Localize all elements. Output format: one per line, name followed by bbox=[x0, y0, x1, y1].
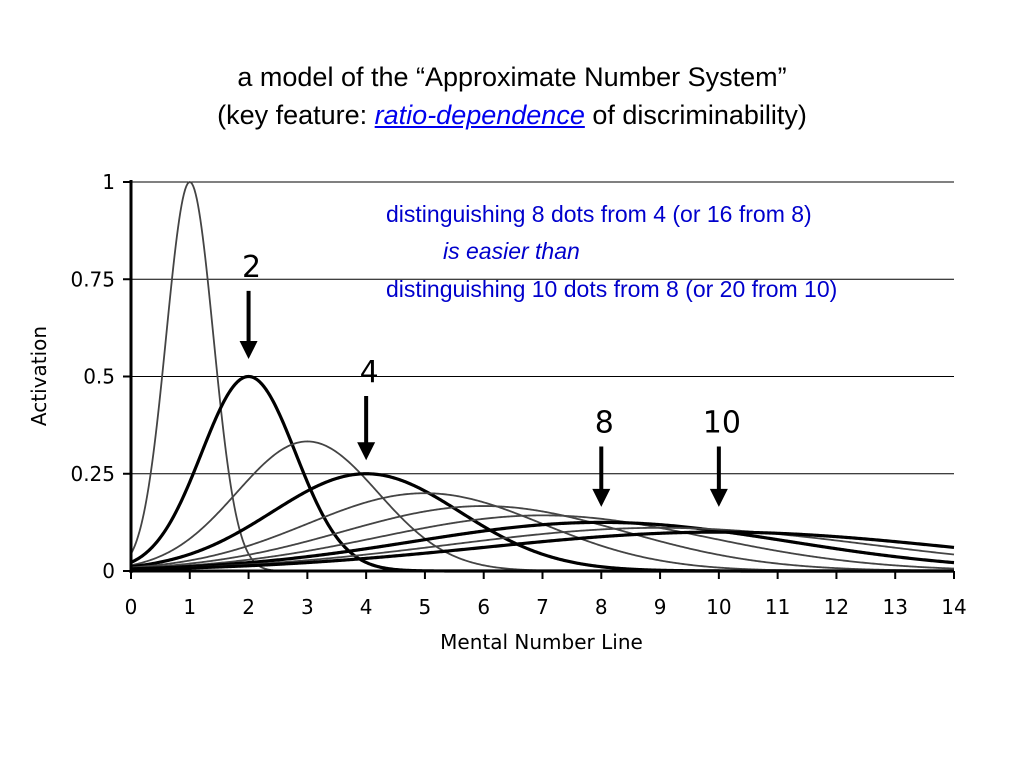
annotation-line-1: distinguishing 8 dots from 4 (or 16 from… bbox=[386, 201, 812, 227]
y-tick-label: 0.25 bbox=[70, 462, 115, 486]
x-tick-label: 0 bbox=[125, 595, 138, 619]
arrow-head bbox=[357, 442, 376, 461]
arrow-label: 10 bbox=[703, 406, 741, 441]
arrow-label: 4 bbox=[360, 355, 379, 390]
x-tick-label: 14 bbox=[941, 595, 966, 619]
y-tick-label: 0.5 bbox=[83, 365, 115, 389]
x-tick-label: 11 bbox=[765, 595, 790, 619]
series-line bbox=[130, 472, 954, 573]
x-tick-label: 6 bbox=[477, 595, 490, 619]
x-tick-label: 10 bbox=[706, 595, 731, 619]
x-tick-label: 5 bbox=[419, 595, 432, 619]
arrow-head bbox=[709, 488, 728, 507]
x-tick-label: 13 bbox=[882, 595, 907, 619]
ratio-dependence-link[interactable]: ratio-dependence bbox=[374, 100, 585, 130]
arrow-label: 2 bbox=[242, 250, 261, 285]
y-tick-label: 0.75 bbox=[70, 267, 115, 291]
x-tick-label: 12 bbox=[824, 595, 849, 619]
x-tick-label: 4 bbox=[360, 595, 373, 619]
slide-title: a model of the “Approximate Number Syste… bbox=[0, 58, 1024, 134]
series-line bbox=[130, 505, 955, 572]
series-line bbox=[130, 514, 955, 570]
x-tick-label: 8 bbox=[595, 595, 608, 619]
title-line-2-prefix: (key feature: bbox=[217, 100, 375, 130]
x-tick-label: 1 bbox=[183, 595, 196, 619]
series-line bbox=[130, 440, 954, 572]
x-tick-label: 7 bbox=[536, 595, 549, 619]
arrow-label: 8 bbox=[595, 406, 614, 441]
annotation-line-3: distinguishing 10 dots from 8 (or 20 fro… bbox=[386, 276, 838, 302]
arrow-head bbox=[239, 341, 258, 360]
x-tick-label: 2 bbox=[242, 595, 255, 619]
x-tick-label: 3 bbox=[301, 595, 314, 619]
y-tick-label: 1 bbox=[102, 170, 115, 194]
y-tick-label: 0 bbox=[102, 559, 115, 583]
series-line bbox=[130, 530, 955, 571]
title-line-2: (key feature: ratio-dependence of discri… bbox=[0, 96, 1024, 134]
title-line-1: a model of the “Approximate Number Syste… bbox=[237, 62, 787, 92]
annotation-line-2: is easier than bbox=[443, 238, 580, 264]
x-axis-label: Mental Number Line bbox=[440, 630, 643, 654]
arrow-head bbox=[592, 488, 611, 507]
title-line-2-suffix: of discriminability) bbox=[584, 100, 807, 130]
series-line bbox=[130, 520, 955, 571]
y-axis-label: Activation bbox=[27, 326, 51, 426]
x-tick-label: 9 bbox=[654, 595, 667, 619]
